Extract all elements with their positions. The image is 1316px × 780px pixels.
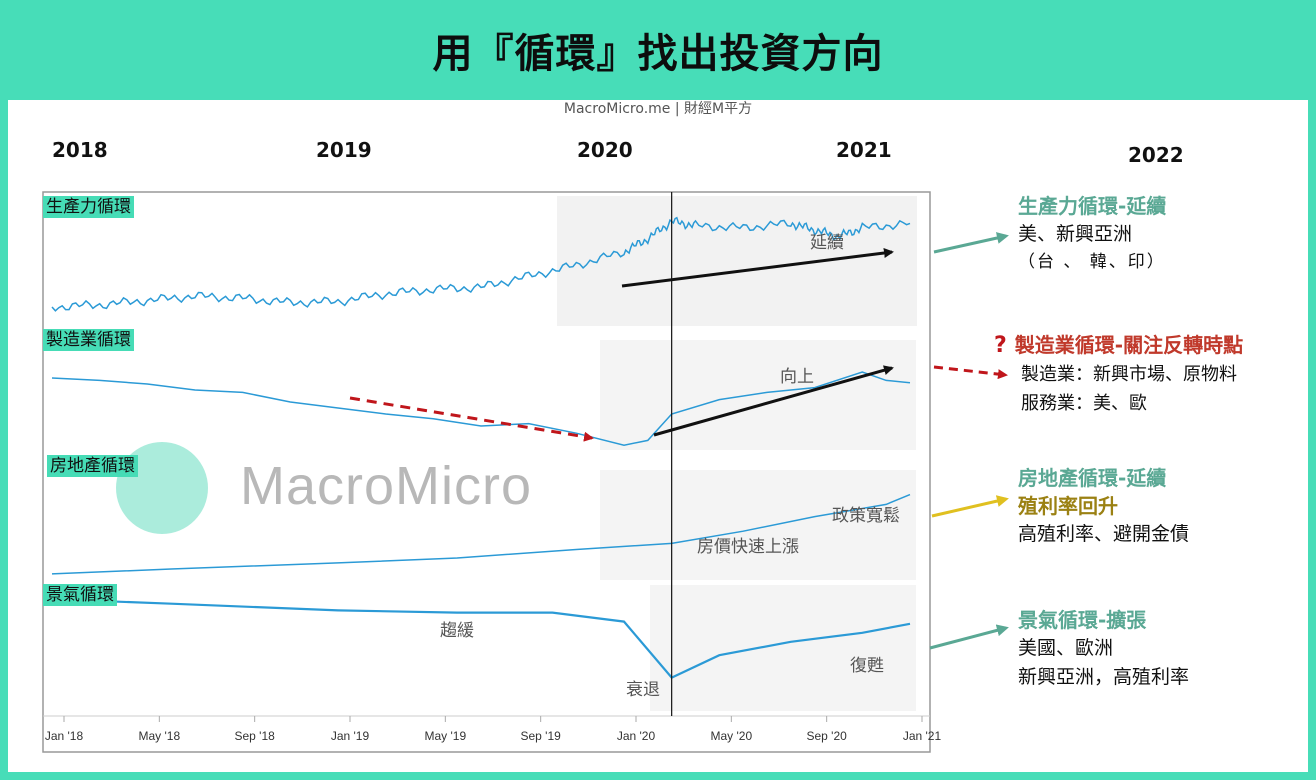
note-real-estate: 房地產循環-延續 殖利率回升 高殖利率、避開金債: [1018, 464, 1189, 549]
chart-frame: [42, 191, 931, 753]
x-tick-label: May '18: [139, 729, 181, 743]
note-productivity-sub: （台 、 韓、印）: [1018, 252, 1166, 272]
x-tick-group: Jan '18 May '18 Sep '18 Jan '19 May '19 Sep '…: [45, 716, 942, 743]
year-label-2022: 2022: [1128, 143, 1184, 167]
x-tick-label: May '19: [425, 729, 467, 743]
note-business-line-1: 美國、歐洲: [1018, 637, 1114, 659]
year-label-2019: 2019: [316, 138, 372, 162]
trend-arrow-productivity: [621, 248, 894, 288]
note-business: 景氣循環-擴張 美國、歐洲 新興亞洲，高殖利率: [1018, 606, 1189, 692]
note-productivity-heading: 生產力循環-延續: [1018, 194, 1167, 218]
series-group: [51, 216, 911, 679]
annot-recession: 衰退: [626, 680, 660, 700]
cycle-label-business: 景氣循環: [43, 584, 117, 606]
bg-block: [600, 470, 916, 580]
watermark-text: MacroMicro: [240, 456, 533, 516]
x-tick-label: May '20: [711, 729, 753, 743]
side-arrow-business: [929, 624, 1009, 650]
cycle-label-productivity: 生產力循環: [43, 196, 134, 218]
note-productivity: 生產力循環-延續 美、新興亞洲 （台 、 韓、印）: [1018, 192, 1166, 275]
x-tick-label: Jan '21: [903, 729, 942, 743]
annot-house-price: 房價快速上漲: [697, 537, 799, 557]
annot-recovery: 復甦: [850, 656, 884, 676]
x-tick-label: Sep '19: [521, 729, 562, 743]
bg-block: [557, 196, 917, 326]
side-arrow-real-estate: [931, 495, 1009, 518]
annot-upward: 向上: [780, 367, 814, 387]
year-label-2021: 2021: [836, 138, 892, 162]
trend-arrow-manufacturing-down: [349, 396, 594, 442]
note-business-line-2: 新興亞洲，高殖利率: [1018, 666, 1190, 688]
annot-slowdown: 趨緩: [440, 621, 474, 641]
note-business-heading: 景氣循環-擴張: [1018, 608, 1147, 632]
note-manufacturing: ? 製造業循環-關注反轉時點 製造業：新興市場、原物料 服務業：美、歐: [994, 331, 1243, 418]
annot-policy-easing: 政策寬鬆: [832, 505, 900, 526]
x-tick-label: Sep '20: [807, 729, 848, 743]
year-label-2018: 2018: [52, 138, 108, 162]
note-productivity-line: 美、新興亞洲: [1018, 223, 1133, 245]
series-line-3: [51, 598, 911, 679]
note-manufacturing-heading: 製造業循環-關注反轉時點: [1014, 333, 1244, 357]
side-arrow-productivity: [933, 232, 1009, 254]
note-manufacturing-line-1: 製造業：新興市場、原物料: [1021, 364, 1237, 385]
series-line-0: [51, 216, 911, 312]
bg-block: [650, 585, 916, 711]
x-tick-label: Jan '18: [45, 729, 84, 743]
cycle-label-manufacturing: 製造業循環: [43, 329, 134, 351]
x-tick-label: Jan '20: [617, 729, 656, 743]
bg-block: [600, 340, 916, 450]
note-manufacturing-line-2: 服務業：美、歐: [1021, 393, 1147, 414]
source-credit: MacroMicro.me | 財經M平方: [563, 101, 753, 117]
cycle-label-real-estate: 房地產循環: [47, 455, 138, 477]
note-real-estate-heading: 房地產循環-延續: [1018, 466, 1167, 490]
note-real-estate-emphasis: 殖利率回升: [1018, 494, 1118, 518]
annot-continue: 延續: [810, 233, 844, 253]
trend-arrow-manufacturing-up: [653, 365, 894, 437]
question-icon: ?: [994, 333, 1007, 358]
page-title: 用『循環』找出投資方向: [432, 31, 884, 77]
year-label-2020: 2020: [577, 138, 633, 162]
x-tick-label: Sep '18: [235, 729, 276, 743]
side-arrow-manufacturing: [933, 365, 1008, 380]
x-tick-label: Jan '19: [331, 729, 370, 743]
series-line-2: [51, 493, 911, 575]
note-real-estate-line: 高殖利率、避開金債: [1018, 523, 1190, 545]
series-line-1: [51, 371, 911, 446]
